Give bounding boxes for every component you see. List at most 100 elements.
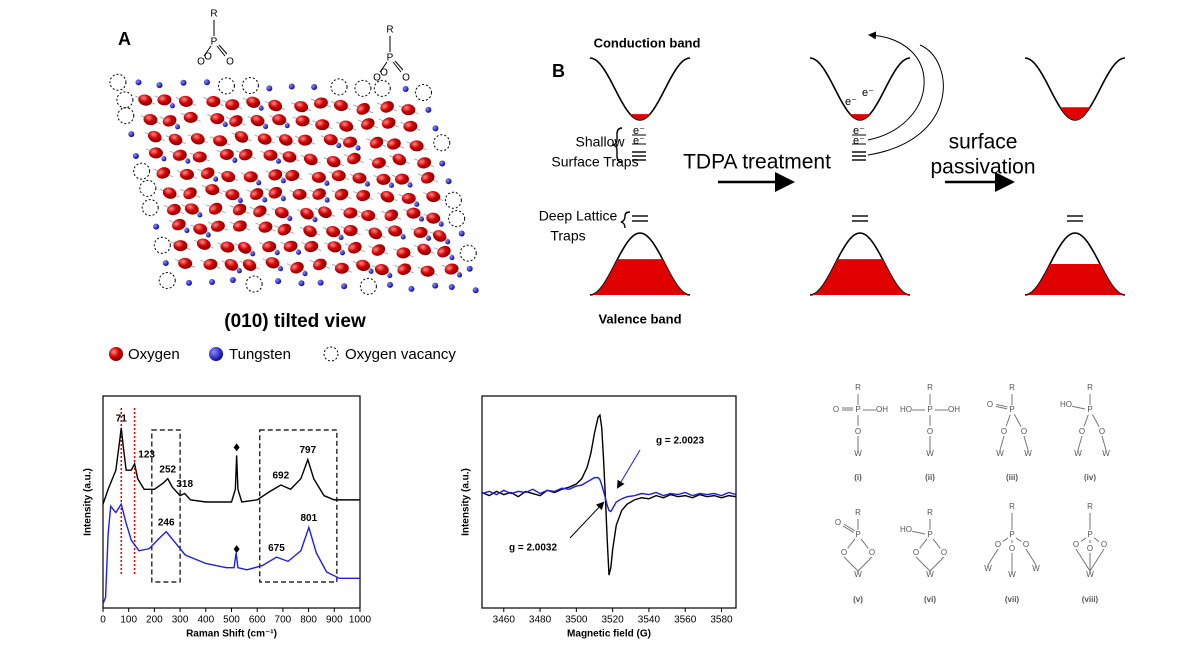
atom-label: O: [1099, 427, 1105, 436]
oxygen: [334, 188, 349, 201]
atom-label: O: [380, 68, 388, 79]
atom-label: P: [1009, 530, 1014, 539]
oxygen: [356, 102, 370, 115]
vacancy: [444, 191, 462, 209]
electron: e⁻: [845, 96, 857, 108]
peak-label: 71: [116, 413, 128, 424]
filled-band: [810, 259, 910, 295]
atom-label: P: [1087, 530, 1092, 539]
oxygen: [143, 114, 158, 126]
electron: e⁻: [853, 125, 865, 137]
bond: [999, 435, 1005, 451]
atom-label: R: [927, 383, 933, 392]
vacancy: [354, 79, 372, 97]
oxygen: [426, 191, 441, 203]
tungsten: [258, 105, 264, 111]
oxygen: [376, 173, 391, 185]
region-box: [259, 429, 338, 583]
conduction-band: [589, 57, 691, 121]
oxygen: [413, 226, 428, 238]
atom-label: O: [841, 548, 847, 557]
bond: [1101, 435, 1107, 451]
legend-swatch: [323, 346, 339, 362]
tungsten: [262, 197, 268, 203]
trap-label: Shallow: [575, 134, 625, 150]
series-line: [102, 427, 360, 505]
bond: [1091, 414, 1100, 427]
oxygen: [303, 225, 317, 238]
bond: [1013, 414, 1022, 427]
oxygen: [318, 206, 332, 219]
bond: [1005, 414, 1011, 427]
oxygen: [232, 203, 247, 216]
vacancy: [116, 91, 134, 109]
atom-label: O: [1021, 427, 1027, 436]
tungsten: [296, 249, 302, 255]
tungsten: [222, 122, 228, 128]
oxygen: [444, 263, 459, 275]
oxygen: [148, 130, 162, 143]
atom-label: W: [854, 449, 862, 458]
oxygen: [258, 221, 273, 233]
annotation-arrow: [569, 501, 605, 539]
x-tick-label: 400: [197, 615, 214, 626]
vacancy: [217, 77, 235, 95]
tungsten: [312, 217, 318, 223]
atom-label: O: [1001, 427, 1007, 436]
atom-label: R: [1087, 383, 1093, 392]
trap-label: Surface Traps: [551, 154, 638, 170]
electron: e⁻: [633, 135, 645, 147]
bond: [203, 45, 212, 57]
tungsten: [232, 157, 238, 163]
oxygen: [311, 171, 326, 183]
bond: [1080, 537, 1087, 542]
tungsten: [407, 182, 413, 188]
oxygen: [238, 148, 253, 161]
annotation-arrow: [616, 449, 641, 489]
oxygen: [312, 188, 326, 200]
oxygen: [406, 207, 421, 219]
oxygen: [361, 209, 376, 221]
tungsten: [339, 250, 345, 256]
tungsten: [280, 196, 286, 202]
x-tick-label: 600: [249, 615, 266, 626]
atom-label: O: [835, 518, 841, 527]
tungsten: [368, 268, 374, 274]
oxygen: [210, 113, 225, 125]
tungsten: [132, 152, 139, 159]
atom-label: P: [387, 53, 394, 64]
x-tick-label: 3480: [529, 615, 552, 626]
tungsten: [275, 278, 282, 285]
x-tick-label: 3460: [493, 615, 516, 626]
oxygen: [343, 225, 358, 237]
trap-label: Traps: [550, 228, 585, 244]
vacancy: [133, 162, 151, 180]
atom-label: R: [1009, 383, 1015, 392]
band-diagram: B Conduction band Valence band Shallow S…: [539, 31, 1126, 326]
annotation: g = 2.0032: [509, 543, 558, 554]
tungsten: [161, 156, 167, 162]
oxygen: [432, 230, 447, 242]
annotation: g = 2.0023: [656, 436, 705, 447]
oxygen: [417, 157, 432, 169]
x-tick-label: 700: [275, 615, 292, 626]
oxygen: [371, 244, 386, 256]
oxygen: [138, 94, 153, 106]
oxygen: [356, 189, 371, 202]
mode-label: (ii): [925, 473, 935, 482]
oxygen: [178, 257, 193, 269]
tungsten: [263, 124, 269, 130]
tungsten: [203, 79, 210, 86]
oxygen: [333, 99, 348, 112]
conduction-band: [809, 57, 911, 121]
atom-label: W: [1074, 449, 1082, 458]
oxygen: [348, 241, 362, 254]
tungsten: [274, 250, 280, 256]
atom-label: O: [927, 427, 933, 436]
atom-label: O: [833, 405, 839, 414]
tungsten: [266, 85, 273, 92]
atom-label: O: [197, 57, 205, 68]
atom-label: O: [855, 427, 861, 436]
tungsten: [364, 181, 370, 187]
oxygen: [237, 241, 252, 254]
